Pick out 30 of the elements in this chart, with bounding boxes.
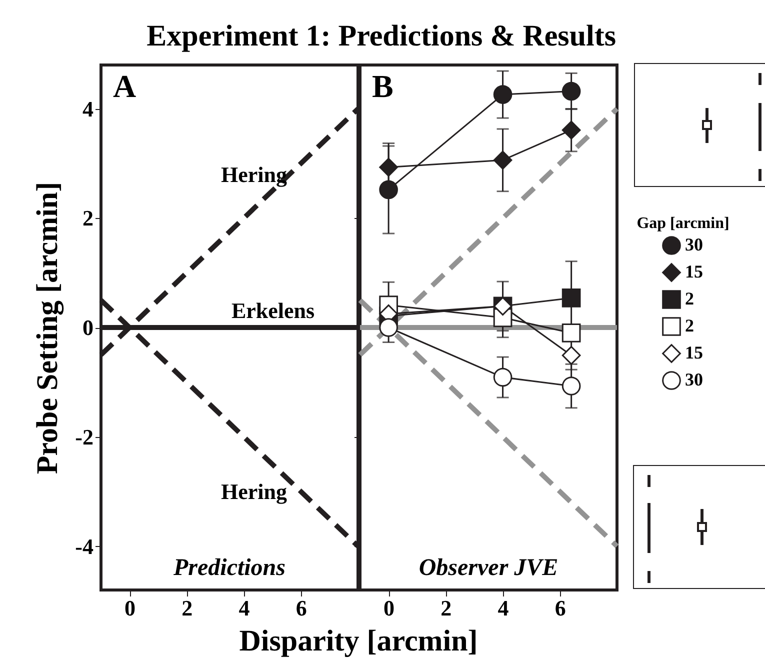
x-tick-label: 4: [498, 596, 509, 620]
annotation: Hering: [221, 479, 287, 504]
legend-label: 2: [685, 288, 694, 308]
x-tick-label: 4: [238, 596, 250, 620]
y-axis-title: Probe Setting [arcmin]: [31, 182, 64, 474]
x-tick-label: 0: [124, 596, 136, 620]
y-tick-label: -2: [75, 424, 94, 450]
legend-label: 15: [685, 262, 703, 282]
annotation: Observer JVE: [418, 555, 558, 581]
y-tick-label: 2: [82, 206, 94, 231]
annotation: B: [372, 68, 394, 104]
x-tick-label: 2: [440, 596, 452, 620]
legend-label: 15: [685, 342, 703, 362]
legend-label: 30: [685, 370, 703, 390]
x-tick-label: 0: [384, 596, 395, 620]
y-tick-label: 4: [82, 96, 94, 122]
annotation: Erkelens: [231, 298, 315, 323]
y-tick-label: -4: [75, 534, 94, 559]
annotation: Predictions: [172, 555, 286, 581]
annotation: A: [113, 68, 136, 104]
chart-title: Experiment 1: Predictions & Results: [146, 20, 616, 52]
annotation: Hering: [221, 162, 287, 187]
legend-title: Gap [arcmin]: [636, 215, 730, 232]
x-tick-label: 2: [182, 596, 193, 620]
legend-label: 30: [685, 234, 703, 254]
x-tick-label: 6: [554, 596, 566, 620]
x-axis-title: Disparity [arcmin]: [239, 624, 478, 658]
y-tick-label: 0: [82, 315, 94, 340]
x-tick-label: 6: [296, 596, 307, 620]
legend-label: 2: [685, 316, 694, 336]
